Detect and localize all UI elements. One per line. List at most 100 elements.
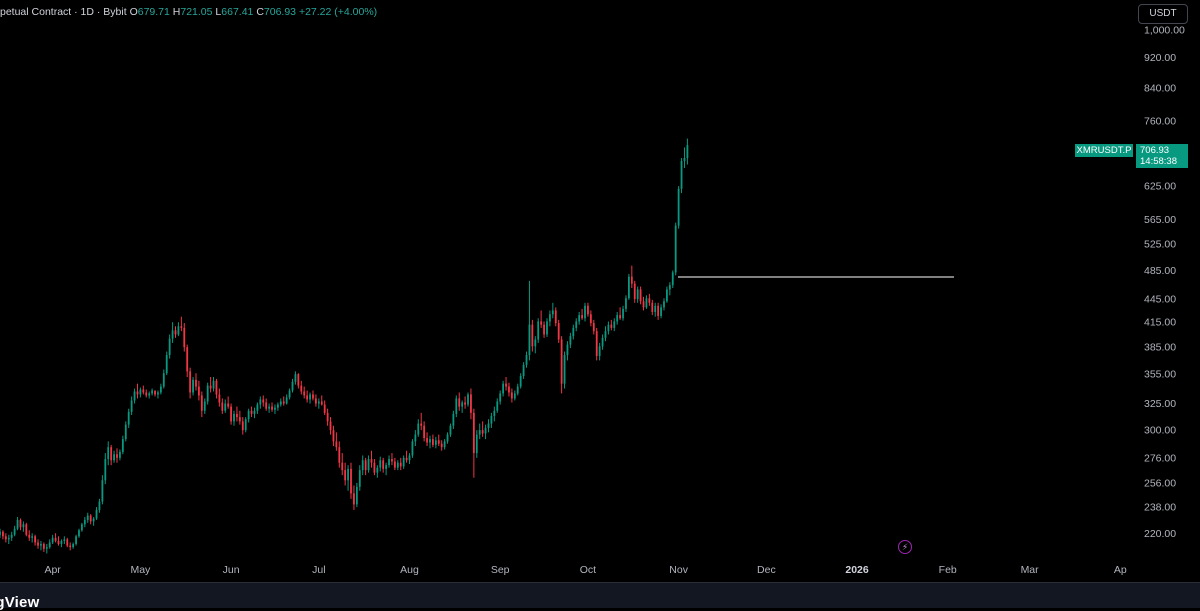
y-tick-label: 238.00 [1144,502,1176,514]
candle [83,517,86,528]
candle [233,410,235,426]
candle [227,396,230,409]
candle [551,302,554,319]
candle [432,434,434,448]
candle [361,455,364,476]
candle-body [256,404,259,411]
candle-body [189,371,192,393]
candle [209,376,212,393]
candle-body [587,305,589,315]
candle [584,302,586,322]
candle [192,376,194,396]
last-price-label: 706.93 14:58:38 [1136,144,1188,168]
candle-body [288,390,291,398]
candle [25,522,28,537]
candle-body [578,315,581,322]
y-tick-label: 256.00 [1144,477,1176,489]
candle-body [654,305,657,312]
candle-body [297,374,300,386]
candle-body [566,344,569,356]
candle-body [332,430,335,442]
candle [408,453,411,464]
candle-body [124,424,127,440]
candle-body [677,188,680,226]
candle-body [51,537,54,543]
candle [116,448,118,463]
candle [347,465,349,491]
candle [642,296,645,311]
candle-body [206,385,209,402]
candle [399,457,402,471]
candle [206,382,209,405]
high-label: H [172,6,181,18]
candle [259,396,262,409]
candle [589,310,592,327]
candle-body [455,398,458,414]
candle-body [186,347,189,372]
candle [101,475,104,505]
change-value: +27.22 (+4.00%) [298,6,378,18]
candle-body [543,324,545,335]
candle [639,286,642,305]
candle [51,534,54,545]
candle-body [329,421,332,431]
candle-body [417,423,420,435]
candle [48,539,51,549]
candle-body [203,401,206,411]
x-tick-label: Dec [757,564,776,576]
candle-body [221,402,224,411]
candle [543,321,545,338]
candle-body [452,413,455,426]
candle [34,534,37,546]
candle-body [300,385,303,392]
candle-body [554,310,557,324]
candle [31,533,34,543]
candle [355,482,358,508]
candle-body [475,434,478,454]
candle [367,455,370,473]
candle-body [429,439,431,443]
candle-body [165,355,168,374]
candle [317,398,320,409]
candle [80,522,83,532]
candle-body [408,455,411,461]
candle [598,342,601,361]
candle-body [437,440,440,444]
currency-selector-button[interactable]: USDT [1138,4,1188,24]
candle-body [355,486,358,505]
candle [563,351,566,389]
candle [519,373,522,389]
candle-body [388,459,390,466]
candle [186,344,189,377]
candle [604,326,607,342]
candlestick-series [0,138,689,554]
candle [221,398,224,414]
candle [344,462,347,486]
candle [183,323,186,352]
candle [402,455,405,469]
candle [510,388,513,403]
candle [657,302,660,320]
candle-body [423,425,426,438]
candle-body [306,395,309,400]
lightning-icon[interactable]: ⚡ [898,540,912,554]
candle-body [563,355,566,384]
candle [627,273,630,300]
candle [119,449,121,461]
candle [420,412,423,431]
candle-body [276,404,279,408]
candle [66,537,69,548]
price-axis[interactable]: 1,000.00 920.00 840.00 760.00 625.00 565.00 52… [1144,24,1185,539]
candle-body [645,298,648,308]
candle-body [528,324,531,356]
candle-body [13,528,16,535]
candle-body [320,401,323,405]
candle [218,388,221,407]
candle-body [657,305,660,316]
candle [45,544,48,554]
candle-body [402,457,405,467]
x-tick-label: Aug [400,564,419,576]
time-axis[interactable]: Apr May Jun Jul Aug Sep Oct Nov Dec 2026 Feb Mar Ap [44,564,1126,576]
x-tick-label: Nov [669,564,688,576]
